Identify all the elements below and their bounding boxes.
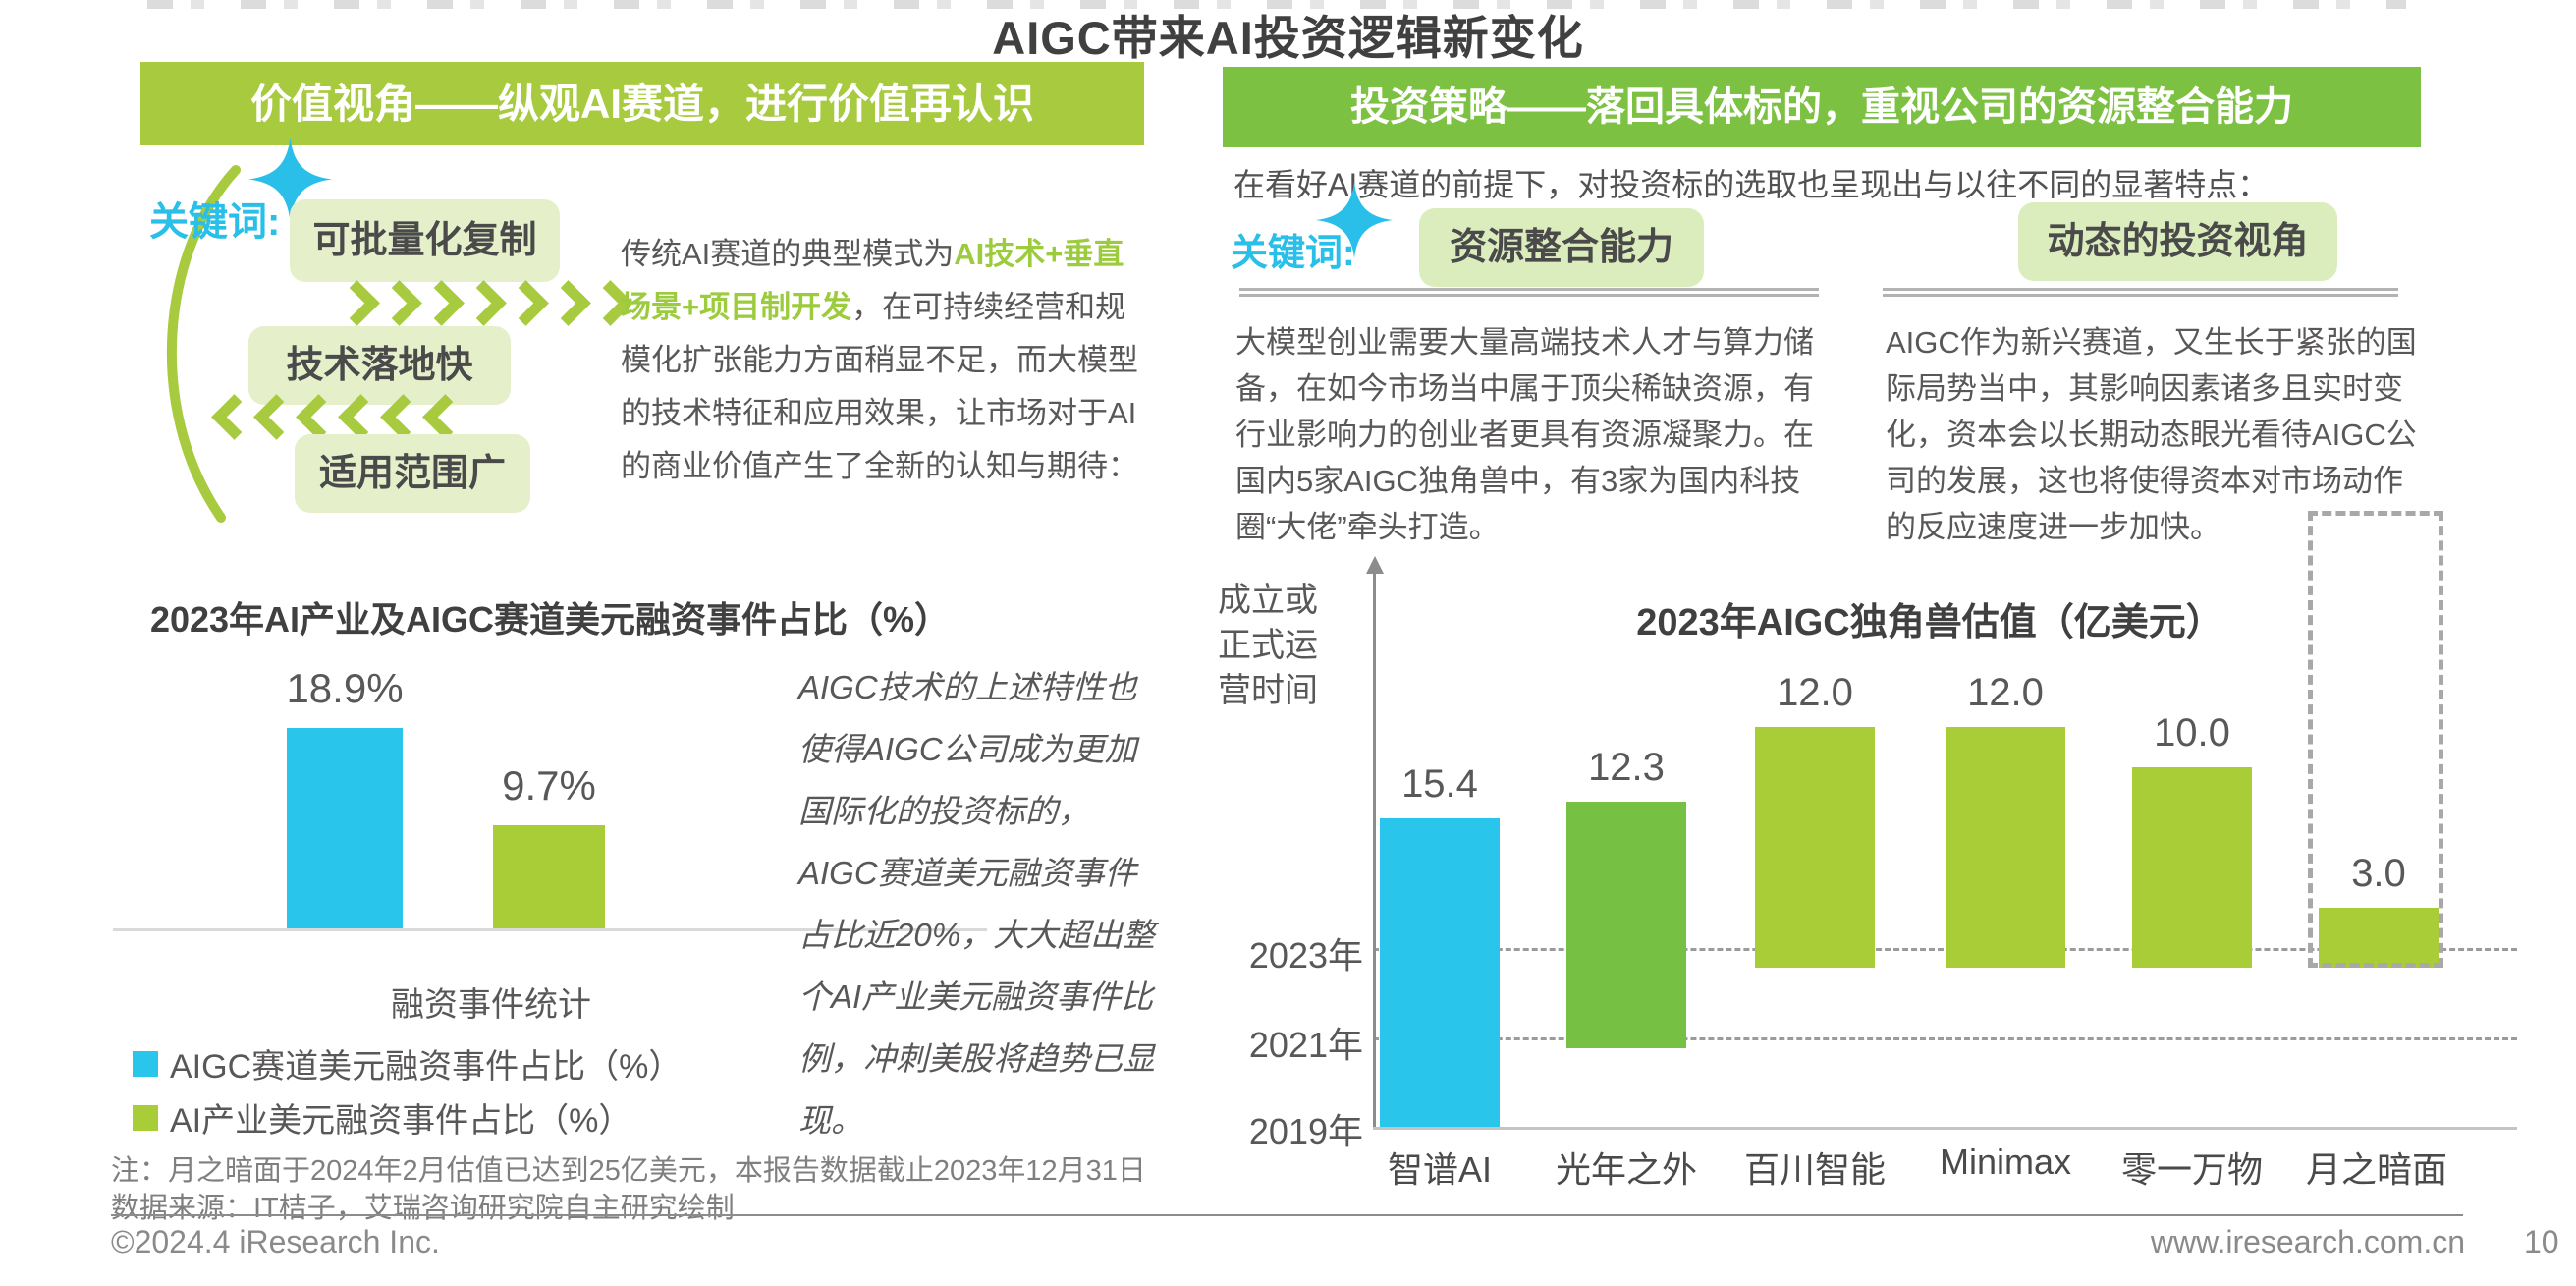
bar-value-label: 3.0 bbox=[2351, 852, 2406, 895]
gridline-2023 bbox=[1373, 948, 2517, 951]
left-paragraph-before: 传统AI赛道的典型模式为 bbox=[621, 237, 955, 271]
left-paragraph: 传统AI赛道的典型模式为AI技术+垂直场景+项目制开发，在可持续经营和规模化扩张… bbox=[621, 228, 1151, 493]
xcat-月之暗面: 月之暗面 bbox=[2305, 1149, 2447, 1190]
footer-copyright: ©2024.4 iResearch Inc. bbox=[111, 1224, 440, 1259]
right-chart-ylabel: 成立或正式运营时间 bbox=[1218, 582, 1318, 709]
xcat-Minimax: Minimax bbox=[1939, 1142, 2071, 1182]
ytick-2021年: 2021年 bbox=[1248, 1025, 1363, 1065]
right-section-header: 投资策略——落回具体标的，重视公司的资源整合能力 bbox=[1223, 67, 2421, 147]
sparkle-icon bbox=[248, 138, 332, 221]
highlight-dashed-box bbox=[2308, 511, 2443, 968]
ytick-2023年: 2023年 bbox=[1248, 935, 1363, 976]
bar-智谱AI bbox=[1380, 818, 1500, 1127]
right-chart-title: 2023年AIGC独角兽估值（亿美元） bbox=[1636, 602, 2223, 643]
bar-Minimax bbox=[1946, 727, 2065, 968]
legend-swatch-green bbox=[133, 1104, 158, 1131]
chevrons-left bbox=[211, 394, 468, 440]
right-intro: 在看好AI赛道的前提下，对投资标的选取也呈现出与以往不同的显著特点： bbox=[1233, 167, 2270, 202]
bar-value-label: 9.7% bbox=[502, 762, 596, 809]
bar-value-label: 18.9% bbox=[286, 665, 404, 711]
left-chart-plot: 18.9% 9.7% bbox=[113, 589, 987, 931]
legend-swatch-cyan bbox=[133, 1050, 158, 1077]
bar-value-label: 10.0 bbox=[2154, 711, 2230, 755]
left-chart-title: 2023年AI产业及AIGC赛道美元融资事件占比（%） bbox=[149, 599, 951, 640]
footer-note-2: 数据来源：IT桔子，艾瑞咨询研究院自主研究绘制 bbox=[111, 1193, 735, 1224]
right-chart-yaxis bbox=[1366, 556, 1384, 1127]
keyword-box-replicable: 可批量化复制 bbox=[290, 199, 560, 282]
gridline-2021 bbox=[1373, 1037, 2517, 1040]
up-arrow-icon bbox=[1366, 556, 1384, 574]
arc-decoration bbox=[166, 165, 241, 523]
footer-website: www.iresearch.com.cn bbox=[2150, 1224, 2465, 1259]
footer-page-number: 10 bbox=[2524, 1224, 2559, 1259]
bar-月之暗面 bbox=[2319, 908, 2439, 968]
left-paragraph-highlight: AI技术+垂直场景+项目制开发 bbox=[621, 237, 1124, 324]
right-paragraph-left: 大模型创业需要大量高端技术人才与算力储备，在如今市场当中属于顶尖稀缺资源，有行业… bbox=[1235, 325, 1814, 544]
right-paragraph-right: AIGC作为新兴赛道，又生长于紧张的国际局势当中，其影响因素诸多且实时变化，资本… bbox=[1886, 325, 2417, 544]
divider-right-column bbox=[1883, 288, 2398, 297]
legend-label-ai: AI产业美元融资事件占比（%） bbox=[170, 1102, 632, 1140]
footer-note-1: 注：月之暗面于2024年2月估值已达到25亿美元，本报告数据截止2023年12月… bbox=[111, 1155, 1146, 1187]
bar-value-label: 15.4 bbox=[1401, 762, 1478, 806]
ytick-2019年: 2019年 bbox=[1248, 1111, 1363, 1151]
left-section-header: 价值视角——纵观AI赛道，进行价值再认识 bbox=[140, 62, 1144, 145]
xcat-百川智能: 百川智能 bbox=[1743, 1149, 1886, 1190]
bar-光年之外 bbox=[1566, 802, 1686, 1048]
legend-label-aigc: AIGC赛道美元融资事件占比（%） bbox=[170, 1048, 683, 1086]
xcat-零一万物: 零一万物 bbox=[2120, 1149, 2263, 1190]
bar-value-label: 12.3 bbox=[1588, 746, 1665, 789]
bar-AI产业 bbox=[493, 825, 605, 928]
bar-AIGC赛道 bbox=[287, 728, 403, 928]
keyword-box-fast-landing: 技术落地快 bbox=[248, 326, 511, 405]
keyword-box-dynamic-view: 动态的投资视角 bbox=[2018, 202, 2337, 281]
keyword-box-resource-integration: 资源整合能力 bbox=[1419, 208, 1704, 287]
right-chart-plot: 15.4 12.3 12.0 12.0 10.0 3.0 bbox=[1366, 556, 2517, 1130]
legend-item-ai: AI产业美元融资事件占比（%） bbox=[133, 1093, 631, 1142]
bar-value-label: 12.0 bbox=[1777, 671, 1853, 714]
xcat-智谱AI: 智谱AI bbox=[1387, 1149, 1492, 1190]
bar-百川智能 bbox=[1755, 727, 1875, 968]
bar-value-label: 12.0 bbox=[1967, 671, 2044, 714]
chevrons-right bbox=[334, 280, 633, 326]
page-title: AIGC带来AI投资逻辑新变化 bbox=[992, 12, 1584, 64]
cropped-text-artifact bbox=[147, 0, 2406, 9]
left-chart-annotation: AIGC技术的上述特性也使得AIGC公司成为更加国际化的投资标的，AIGC赛道美… bbox=[798, 669, 1156, 1139]
left-chart-xlabel: 融资事件统计 bbox=[391, 986, 591, 1024]
footer-divider bbox=[111, 1214, 2463, 1216]
keyword-box-wide-scope: 适用范围广 bbox=[295, 434, 530, 513]
left-paragraph-after: ，在可持续经营和规模化扩张能力方面稍显不足，而大模型的技术特征和应用效果，让市场… bbox=[621, 290, 1138, 483]
xcat-光年之外: 光年之外 bbox=[1555, 1149, 1697, 1190]
right-keyword-label: 关键词: bbox=[1231, 233, 1355, 274]
sparkle-icon bbox=[1316, 182, 1393, 258]
bar-零一万物 bbox=[2132, 767, 2252, 968]
legend-item-aigc: AIGC赛道美元融资事件占比（%） bbox=[133, 1039, 682, 1088]
divider-left-column bbox=[1239, 288, 1819, 297]
left-keyword-label: 关键词: bbox=[149, 200, 281, 244]
